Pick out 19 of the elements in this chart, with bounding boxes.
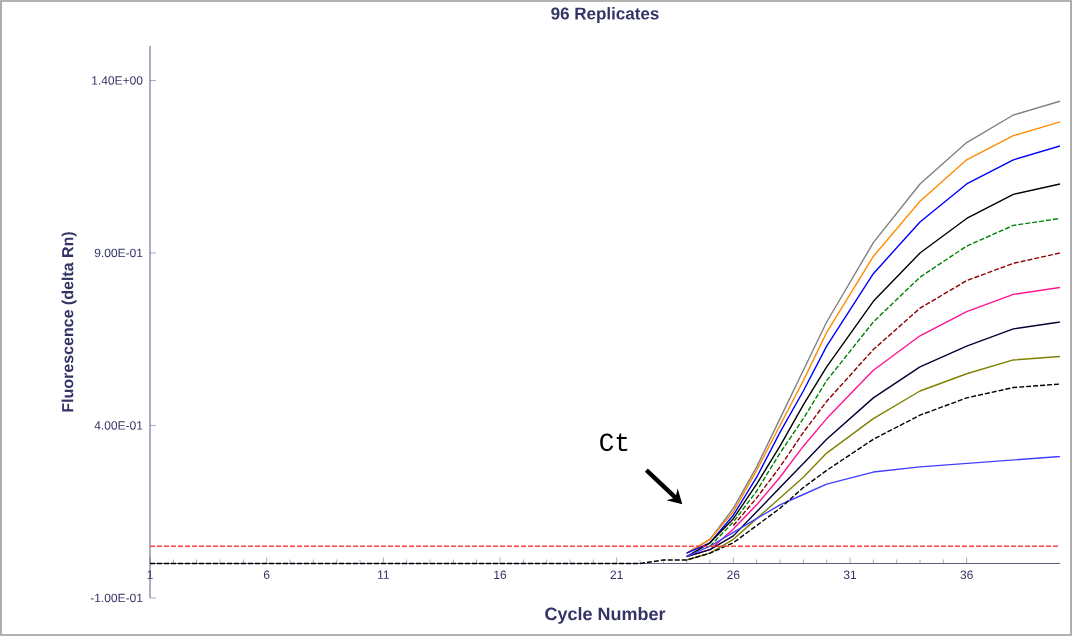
line-series [709, 217, 1060, 547]
chart-title: 96 Replicates [551, 7, 659, 23]
x-tick-label: 16 [494, 570, 507, 580]
x-tick-label: 26 [727, 570, 740, 580]
x-axis-title: Cycle Number [545, 607, 666, 624]
line-series [685, 355, 1060, 561]
y-tick-label: 4.00E-01 [94, 421, 143, 430]
x-tick-label: 21 [610, 570, 623, 579]
x-tick-label: 31 [843, 570, 857, 580]
y-tick-label: 9.00E-01 [94, 248, 143, 258]
x-tick-label: 6 [263, 570, 270, 580]
x-tick-label: 1 [147, 570, 153, 579]
y-tick-label: 1.40E+00 [92, 76, 143, 85]
line-series [732, 252, 1060, 527]
x-tick-label: 36 [960, 570, 973, 580]
y-axis-title: Fluorescence (delta Rn) [61, 232, 77, 412]
y-tick-label: -1.00E-01 [90, 593, 143, 603]
annotation: Ct [600, 433, 628, 452]
x-tick-label: 11 [378, 570, 389, 579]
